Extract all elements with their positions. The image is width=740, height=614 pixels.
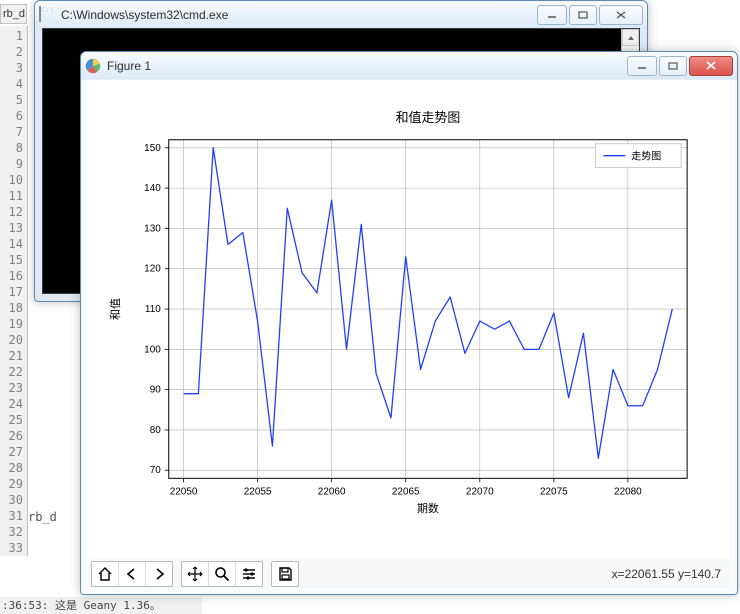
scrollbar-up-button[interactable] [622, 29, 639, 46]
figure-close-button[interactable] [689, 56, 733, 76]
line-number: 33 [0, 540, 27, 556]
svg-text:22065: 22065 [392, 486, 420, 497]
back-button[interactable] [119, 562, 146, 586]
matplotlib-icon [85, 58, 101, 74]
svg-text:140: 140 [144, 183, 161, 194]
editor-tab-sliver[interactable]: rb_d [0, 4, 27, 24]
line-number: 31 [0, 508, 27, 524]
svg-text:和值: 和值 [109, 298, 122, 320]
line-number: 20 [0, 332, 27, 348]
line-number: 4 [0, 76, 27, 92]
line-number: 30 [0, 492, 27, 508]
svg-text:90: 90 [150, 385, 162, 396]
line-number: 1 [0, 28, 27, 44]
svg-text:120: 120 [144, 264, 161, 275]
cmd-titlebar[interactable]: C:\Windows\system32\cmd.exe [35, 1, 647, 28]
figure-window: Figure 1 70 80 90 100 110 120 130 140 150 22050 22… [80, 51, 738, 595]
line-number: 19 [0, 316, 27, 332]
home-button[interactable] [92, 562, 119, 586]
line-number: 24 [0, 396, 27, 412]
line-number: 18 [0, 300, 27, 316]
chart-canvas[interactable]: 70 80 90 100 110 120 130 140 150 22050 22055 22060 2… [89, 80, 729, 558]
editor-text-sliver: rb_d [28, 510, 80, 528]
line-number: 16 [0, 268, 27, 284]
line-number: 8 [0, 140, 27, 156]
line-number: 21 [0, 348, 27, 364]
cmd-title: C:\Windows\system32\cmd.exe [61, 8, 535, 22]
line-number: 10 [0, 172, 27, 188]
line-number: 11 [0, 188, 27, 204]
line-number: 12 [0, 204, 27, 220]
line-number: 7 [0, 124, 27, 140]
svg-text:130: 130 [144, 223, 161, 234]
line-number: 13 [0, 220, 27, 236]
line-number: 17 [0, 284, 27, 300]
svg-text:期数: 期数 [417, 502, 439, 515]
pan-button[interactable] [182, 562, 209, 586]
cmd-minimize-button[interactable] [537, 5, 567, 25]
line-number: 14 [0, 236, 27, 252]
editor-status-bar: :36:53: 这是 Geany 1.36。 [0, 597, 202, 614]
configure-subplots-button[interactable] [236, 562, 262, 586]
line-number: 5 [0, 92, 27, 108]
line-number: 23 [0, 380, 27, 396]
figure-maximize-button[interactable] [659, 56, 687, 76]
line-number: 26 [0, 428, 27, 444]
line-number: 29 [0, 476, 27, 492]
line-number: 22 [0, 364, 27, 380]
line-number: 2 [0, 44, 27, 60]
figure-title: Figure 1 [107, 59, 625, 73]
cmd-maximize-button[interactable] [569, 5, 597, 25]
svg-text:22080: 22080 [614, 486, 642, 497]
figure-minimize-button[interactable] [627, 56, 657, 76]
line-number: 27 [0, 444, 27, 460]
line-number: 15 [0, 252, 27, 268]
svg-text:和值走势图: 和值走势图 [396, 110, 461, 125]
svg-text:走势图: 走势图 [631, 150, 661, 163]
svg-text:110: 110 [145, 304, 161, 315]
figure-titlebar[interactable]: Figure 1 [81, 52, 737, 79]
svg-text:22055: 22055 [244, 486, 272, 497]
cursor-position-label: x=22061.55 y=140.7 [612, 567, 727, 581]
save-button[interactable] [272, 562, 298, 586]
forward-button[interactable] [146, 562, 172, 586]
line-number: 6 [0, 108, 27, 124]
editor-line-gutter: 1234567891011121314151617181920212223242… [0, 26, 28, 556]
line-number: 28 [0, 460, 27, 476]
svg-text:22070: 22070 [466, 486, 494, 497]
svg-text:80: 80 [150, 425, 162, 436]
line-number: 3 [0, 60, 27, 76]
matplotlib-toolbar: x=22061.55 y=140.7 [89, 560, 729, 588]
line-number: 32 [0, 524, 27, 540]
svg-text:22050: 22050 [170, 486, 198, 497]
svg-text:100: 100 [144, 344, 161, 355]
svg-text:70: 70 [150, 465, 162, 476]
svg-text:22060: 22060 [318, 486, 346, 497]
line-number: 9 [0, 156, 27, 172]
svg-text:22075: 22075 [540, 486, 568, 497]
svg-text:150: 150 [144, 143, 161, 154]
line-number: 25 [0, 412, 27, 428]
zoom-button[interactable] [209, 562, 236, 586]
cmd-close-button[interactable] [599, 5, 643, 25]
cmd-icon [39, 7, 55, 23]
